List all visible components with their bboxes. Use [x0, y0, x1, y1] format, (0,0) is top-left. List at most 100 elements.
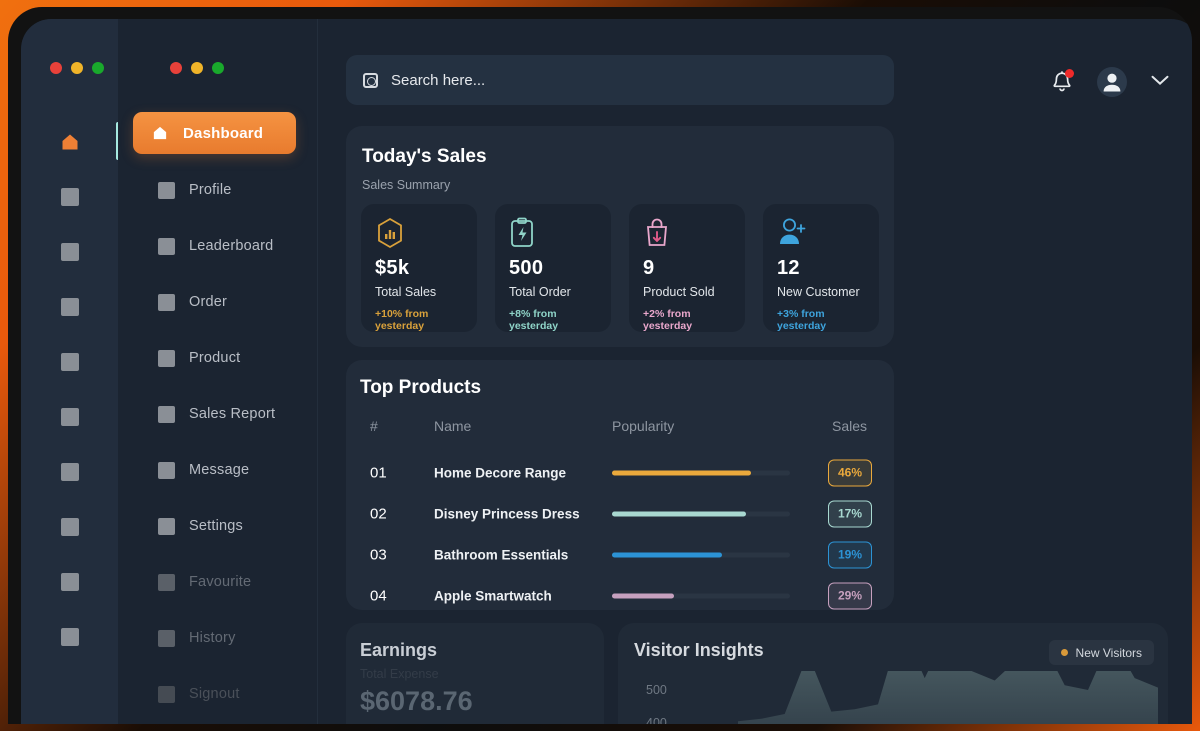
stat-tile-total-sales[interactable]: $5k Total Sales +10% from yesterday	[361, 204, 477, 332]
message-icon	[158, 461, 175, 479]
new-visitors-pill[interactable]: New Visitors	[1048, 640, 1154, 665]
row-product-name: Bathroom Essentials	[434, 547, 569, 562]
sidebar-item-profile[interactable]: Profile	[158, 170, 302, 210]
table-header: # Name Popularity Sales	[362, 418, 878, 442]
stat-label: Product Sold	[643, 285, 715, 299]
table-row[interactable]: 01 Home Decore Range 46%	[362, 452, 878, 493]
top-products-title: Top Products	[360, 377, 482, 398]
rail-placeholder-icon	[60, 517, 79, 536]
y-tick-400: 400	[646, 716, 667, 724]
clipboard-bolt-icon	[509, 217, 597, 253]
rail-item-4[interactable]	[21, 279, 118, 334]
earnings-title: Earnings	[360, 640, 438, 660]
popularity-fill	[612, 593, 675, 598]
search-bar[interactable]	[346, 55, 894, 105]
sidebar-item-settings[interactable]: Settings	[158, 506, 302, 546]
table-row[interactable]: 02 Disney Princess Dress 17%	[362, 493, 878, 534]
inner-window: Dashboard Profile Leaderboard Order Product S…	[21, 19, 1192, 724]
search-input[interactable]	[391, 71, 791, 89]
stat-tile-new-customer[interactable]: 12 New Customer +3% from yesterday	[763, 204, 879, 332]
sidebar-item-label: Settings	[189, 518, 243, 534]
stat-delta: +8% from yesterday	[509, 308, 559, 332]
bell-icon[interactable]	[1051, 69, 1074, 94]
rail-item-3[interactable]	[21, 224, 118, 279]
sidebar-item-history[interactable]: History	[158, 618, 302, 658]
sidebar-item-label: Order	[189, 294, 228, 310]
row-number: 03	[370, 546, 387, 563]
stat-tiles: $5k Total Sales +10% from yesterday 500 Tota…	[361, 204, 879, 332]
row-number: 02	[370, 505, 387, 522]
notification-badge	[1065, 69, 1074, 78]
popularity-track	[612, 470, 790, 475]
stat-delta: +10% from yesterday	[375, 308, 429, 332]
rail-placeholder-icon	[60, 297, 79, 316]
rail-placeholder-icon	[60, 352, 79, 371]
trophy-icon	[158, 237, 175, 255]
popularity-track	[612, 511, 790, 516]
stat-label: Total Order	[509, 285, 571, 299]
home-icon	[62, 134, 77, 149]
sales-badge: 19%	[828, 541, 872, 568]
minimize-button[interactable]	[71, 62, 83, 74]
sidebar-item-signout[interactable]: Signout	[158, 674, 302, 714]
row-number: 04	[370, 587, 387, 604]
sidebar-item-label: Leaderboard	[189, 238, 274, 254]
visitor-area-fill	[738, 671, 1158, 724]
minimize-button-2[interactable]	[191, 62, 203, 74]
rail-placeholder-icon	[60, 627, 79, 646]
sidebar-item-leaderboard[interactable]: Leaderboard	[158, 226, 302, 266]
rail-traffic-lights	[50, 62, 104, 74]
chevron-down-icon[interactable]	[1151, 73, 1169, 91]
sales-badge: 46%	[828, 459, 872, 486]
rail-item-9[interactable]	[21, 554, 118, 609]
sidebar-item-favourite[interactable]: Favourite	[158, 562, 302, 602]
rail-item-2[interactable]	[21, 169, 118, 224]
close-button[interactable]	[50, 62, 62, 74]
popularity-track	[612, 552, 790, 557]
stat-tile-total-order[interactable]: 500 Total Order +8% from yesterday	[495, 204, 611, 332]
top-products-card: Top Products # Name Popularity Sales 01 H…	[346, 360, 894, 610]
visitor-insights-title: Visitor Insights	[634, 640, 764, 660]
app-window: Dashboard Profile Leaderboard Order Product S…	[8, 7, 1192, 724]
stat-value: 9	[643, 257, 655, 279]
rail-item-10[interactable]	[21, 609, 118, 664]
close-button-2[interactable]	[170, 62, 182, 74]
stat-label: New Customer	[777, 285, 860, 299]
column-header-sales: Sales	[832, 418, 868, 434]
pill-label: New Visitors	[1075, 645, 1142, 660]
sidebar-item-sales-report[interactable]: Sales Report	[158, 394, 302, 434]
signout-icon	[158, 685, 175, 703]
row-number: 01	[370, 464, 387, 481]
cart-icon	[158, 293, 175, 311]
sidebar-item-label: History	[189, 630, 236, 646]
sidebar-item-label: Message	[189, 462, 250, 478]
rail-item-7[interactable]	[21, 444, 118, 499]
sidebar-item-message[interactable]: Message	[158, 450, 302, 490]
search-icon	[363, 72, 378, 88]
sidebar-traffic-lights	[170, 62, 224, 74]
user-plus-icon	[777, 217, 865, 253]
visitor-insights-card: Visitor Insights New Visitors 500 400	[618, 623, 1168, 724]
bag-download-icon	[643, 217, 731, 253]
avatar[interactable]	[1097, 67, 1127, 97]
table-row[interactable]: 03 Bathroom Essentials 19%	[362, 534, 878, 575]
sidebar-item-product[interactable]: Product	[158, 338, 302, 378]
sidebar-item-label: Signout	[189, 686, 240, 702]
table-row[interactable]: 04 Apple Smartwatch 29%	[362, 575, 878, 616]
maximize-button-2[interactable]	[212, 62, 224, 74]
clock-icon	[158, 629, 175, 647]
todays-sales-card: Today's Sales Sales Summary $5k Total Sal…	[346, 126, 894, 347]
rail-item-8[interactable]	[21, 499, 118, 554]
stat-tile-product-sold[interactable]: 9 Product Sold +2% from yesterday	[629, 204, 745, 332]
column-header-number: #	[370, 418, 378, 434]
sidebar-item-label: Profile	[189, 182, 232, 198]
rail-item-home[interactable]	[21, 114, 118, 169]
rail-item-5[interactable]	[21, 334, 118, 389]
sidebar-item-dashboard[interactable]: Dashboard	[133, 112, 296, 154]
maximize-button[interactable]	[92, 62, 104, 74]
rail-placeholder-icon	[60, 462, 79, 481]
sidebar-item-order[interactable]: Order	[158, 282, 302, 322]
todays-sales-subtitle: Sales Summary	[362, 178, 451, 192]
rail-item-6[interactable]	[21, 389, 118, 444]
gear-icon	[158, 517, 175, 535]
